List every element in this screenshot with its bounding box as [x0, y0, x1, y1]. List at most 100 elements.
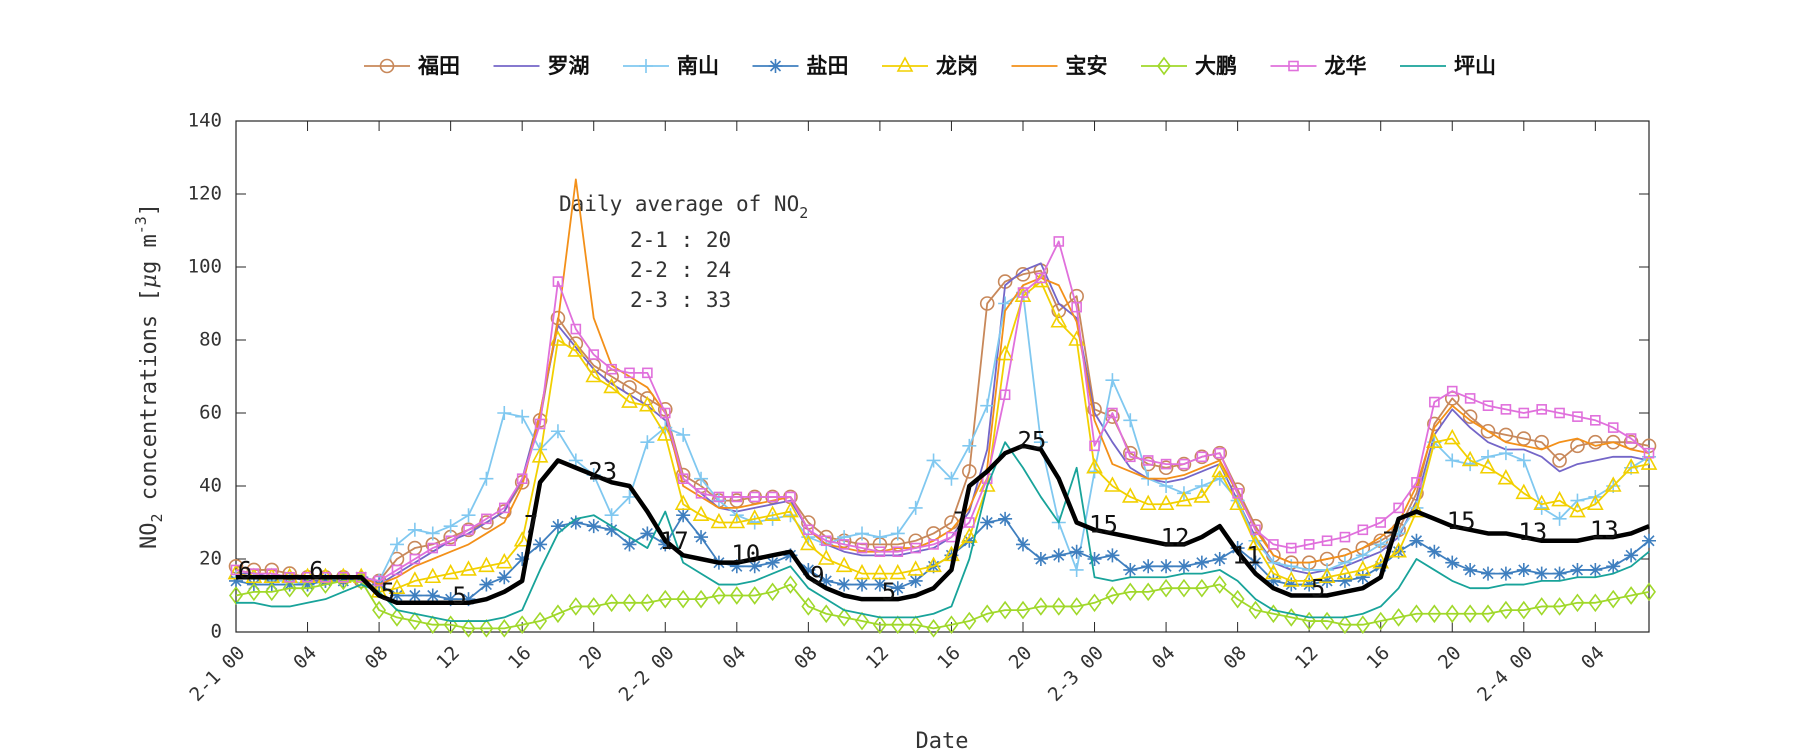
marker — [460, 560, 477, 576]
marker — [1552, 597, 1567, 616]
marker — [300, 577, 315, 592]
marker — [606, 363, 617, 375]
marker — [515, 409, 530, 424]
window-mean-label: 5 — [1311, 575, 1325, 603]
window-mean-label: 7 — [524, 511, 538, 539]
window-mean-label: 15 — [1447, 507, 1476, 535]
marker — [642, 367, 653, 379]
marker — [1284, 559, 1299, 574]
marker — [1590, 414, 1601, 426]
marker — [318, 573, 333, 588]
marker — [1337, 555, 1352, 570]
marker — [585, 366, 603, 383]
annotation-sub: 2 — [799, 204, 808, 222]
marker — [1373, 537, 1388, 552]
legend-marker — [1157, 56, 1171, 76]
marker — [1427, 544, 1442, 559]
marker — [1445, 604, 1460, 624]
marker — [874, 546, 886, 558]
legend-marker — [639, 59, 653, 73]
marker — [1462, 409, 1478, 424]
marker — [692, 505, 710, 521]
marker — [999, 389, 1011, 401]
marker — [1157, 494, 1175, 511]
y-label-part: g m — [137, 234, 162, 274]
marker — [1212, 575, 1227, 594]
marker — [552, 276, 564, 287]
marker — [819, 604, 834, 624]
marker — [1355, 615, 1370, 635]
legend-text: 福田 — [417, 54, 460, 78]
marker — [1480, 423, 1496, 439]
marker — [1536, 404, 1547, 415]
marker — [747, 559, 762, 574]
marker — [479, 471, 494, 486]
marker — [1355, 570, 1370, 585]
x-tick-label: 16 — [504, 642, 536, 674]
legend-item: 福田 — [364, 54, 460, 78]
marker — [964, 517, 975, 528]
marker — [1300, 571, 1318, 587]
marker — [1266, 555, 1281, 570]
marker — [639, 396, 656, 412]
marker — [837, 577, 852, 592]
marker — [1087, 552, 1102, 566]
marker — [711, 586, 726, 605]
marker — [1570, 562, 1585, 577]
marker — [1336, 563, 1354, 580]
series-line — [236, 262, 1650, 586]
marker — [1445, 555, 1460, 570]
marker — [427, 542, 439, 554]
x-tick-label: 2-3 00 — [1044, 642, 1108, 706]
marker — [1408, 501, 1425, 518]
window-mean-label: 23 — [588, 458, 617, 486]
legend-marker — [896, 56, 914, 72]
annotation-line: 2-2 : 24 — [630, 258, 731, 282]
marker — [656, 425, 674, 441]
marker — [443, 592, 458, 607]
x-tick-label: 08 — [1219, 642, 1251, 674]
marker — [442, 563, 459, 580]
marker — [820, 535, 832, 547]
legend-item: 盐田 — [752, 54, 849, 78]
marker — [658, 589, 673, 609]
marker — [461, 508, 476, 523]
marker — [1194, 479, 1209, 493]
marker — [1605, 434, 1621, 450]
marker — [801, 597, 816, 616]
marker — [746, 509, 764, 525]
series-line — [236, 441, 1650, 622]
legend-marker — [379, 58, 395, 74]
marker — [1409, 533, 1424, 548]
marker — [1302, 577, 1317, 592]
marker — [1622, 458, 1640, 474]
marker — [978, 476, 996, 492]
marker — [767, 491, 778, 503]
marker — [531, 447, 549, 463]
marker — [1642, 582, 1656, 602]
marker — [1033, 552, 1048, 566]
x-tick-label: 2-2 00 — [615, 642, 679, 706]
marker — [872, 530, 887, 545]
marker — [659, 407, 671, 419]
legend-item: 坪山 — [1400, 54, 1496, 78]
legend-item: 南山 — [623, 54, 719, 78]
plot-frame — [235, 120, 1650, 633]
marker — [568, 597, 583, 616]
window-mean-label: 12 — [1161, 523, 1190, 551]
marker — [1606, 559, 1621, 574]
marker — [1320, 573, 1335, 588]
marker — [1015, 537, 1030, 552]
marker — [728, 512, 746, 529]
marker — [622, 489, 637, 504]
marker — [550, 424, 565, 439]
marker — [534, 418, 546, 430]
marker — [443, 519, 458, 534]
marker — [389, 588, 404, 603]
marker — [1572, 411, 1583, 422]
marker — [676, 427, 691, 442]
window-mean-label: 5 — [381, 578, 395, 606]
x-tick-label: 16 — [933, 642, 965, 674]
marker — [980, 398, 995, 413]
marker — [856, 542, 868, 554]
